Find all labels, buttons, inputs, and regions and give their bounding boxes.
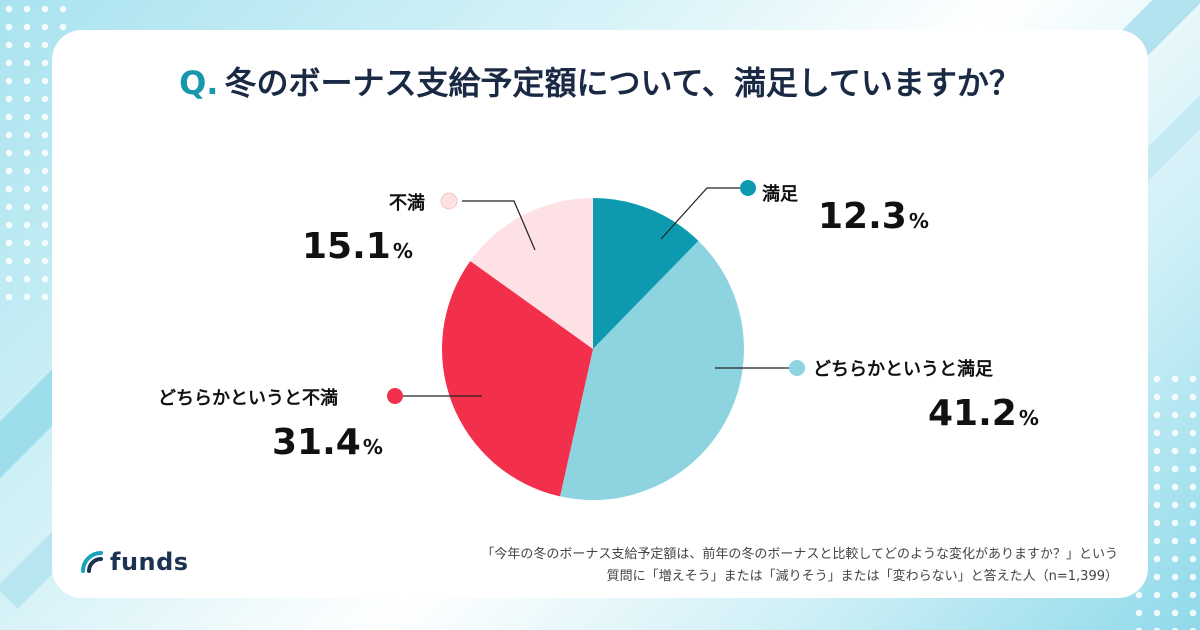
value-somewhat-satisfied-unit: % (1018, 406, 1039, 430)
label-somewhat-satisfied: どちらかというと満足 (813, 355, 993, 381)
leader-line-dissatisfied (462, 200, 536, 251)
label-dissatisfied-name: 不満 (389, 193, 425, 214)
legend-dot-somewhat-dissatisfied (387, 388, 403, 404)
label-satisfied: 満足 (762, 180, 798, 206)
funds-logo-icon (81, 551, 103, 573)
legend-dot-dissatisfied (440, 192, 458, 210)
label-somewhat-dissatisfied-name: どちらかというと不満 (158, 388, 338, 409)
title-text: 冬のボーナス支給予定額について、満足していますか？ (224, 64, 1021, 102)
value-somewhat-dissatisfied-unit: % (362, 435, 383, 459)
value-somewhat-dissatisfied: 31.4% (272, 422, 383, 463)
value-dissatisfied-unit: % (392, 239, 413, 263)
pie-slice-somewhat-satisfied (560, 240, 744, 500)
pie-slice-dissatisfied (470, 198, 593, 349)
label-somewhat-satisfied-name: どちらかというと満足 (813, 359, 993, 380)
value-somewhat-satisfied: 41.2% (928, 393, 1039, 434)
label-somewhat-dissatisfied: どちらかというと不満 (158, 384, 338, 410)
label-satisfied-name: 満足 (762, 184, 798, 205)
value-somewhat-satisfied-number: 41.2 (928, 393, 1017, 434)
value-dissatisfied-number: 15.1 (302, 226, 391, 267)
legend-dot-satisfied (740, 180, 756, 196)
value-satisfied: 12.3% (818, 196, 929, 237)
brand-name: funds (110, 548, 189, 576)
value-dissatisfied: 15.1% (302, 226, 413, 267)
leader-line-satisfied (660, 187, 741, 240)
question-mark-label: Q. (179, 64, 219, 102)
legend-dot-somewhat-satisfied (789, 360, 805, 376)
pie-slice-somewhat-dissatisfied (442, 261, 593, 497)
pie-slice-satisfied (593, 198, 699, 349)
footnote-line-2: 質問に「増えそう」または「減りそう」または「変わらない」と答えた人（n=1,39… (606, 569, 1118, 584)
value-satisfied-number: 12.3 (818, 196, 907, 237)
value-satisfied-unit: % (908, 209, 929, 233)
footnote: 「今年の冬のボーナス支給予定額は、前年の冬のボーナスと比較してどのような変化があ… (481, 544, 1118, 588)
footnote-line-1: 「今年の冬のボーナス支給予定額は、前年の冬のボーナスと比較してどのような変化があ… (481, 547, 1118, 562)
brand-logo: funds (80, 548, 189, 576)
page-title: Q. 冬のボーナス支給予定額について、満足していますか？ (0, 58, 1200, 104)
value-somewhat-dissatisfied-number: 31.4 (272, 422, 361, 463)
label-dissatisfied: 不満 (389, 189, 425, 215)
